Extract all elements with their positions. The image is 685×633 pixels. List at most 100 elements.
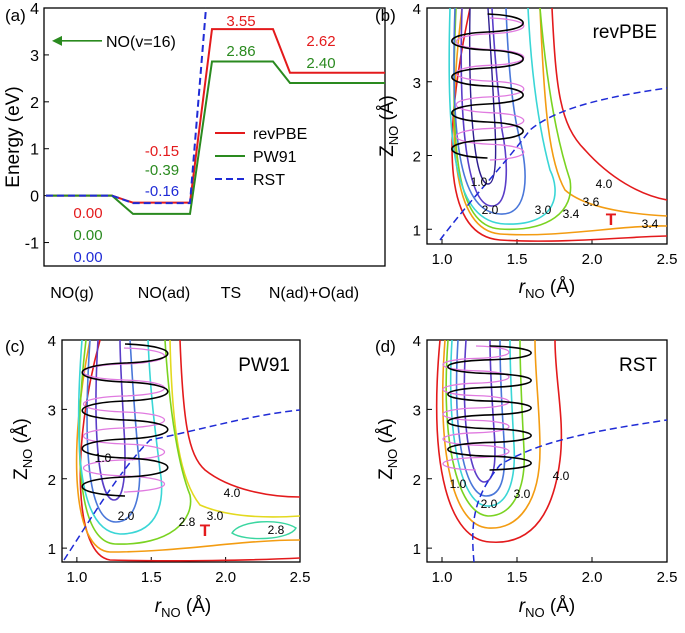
contour-line	[86, 340, 141, 523]
panel-frame	[61, 339, 301, 563]
data-label: 0.00	[73, 249, 102, 266]
panel-b-label: (b)	[375, 6, 396, 25]
panel-a-ytick-label: 3	[30, 48, 39, 65]
y-tick-label: 2	[48, 472, 56, 489]
contour-line	[95, 340, 126, 501]
contour-label: 1.0	[95, 451, 112, 465]
trajectory-pink	[442, 345, 510, 471]
minimum-energy-path	[63, 409, 300, 561]
series-rst-line	[46, 7, 207, 205]
x-tick-label: 1.0	[66, 569, 87, 586]
contour-line	[442, 340, 541, 529]
trajectory-pink	[455, 17, 525, 161]
contour-label: 3.4	[563, 207, 580, 221]
panel-c-label: (c)	[5, 337, 25, 356]
contour-line	[445, 340, 526, 517]
x-category-label: N(ad)+O(ad)	[269, 285, 359, 302]
contour-line	[79, 340, 300, 562]
x-axis-label: rNO (Å)	[519, 277, 575, 301]
x-tick-label: 1.5	[141, 569, 162, 586]
contour-label: 2.8	[268, 523, 285, 537]
data-label: 3.55	[226, 13, 255, 30]
y-tick-label: 2	[413, 149, 421, 166]
annotation-arrowhead	[52, 35, 62, 46]
trajectory-black	[81, 343, 169, 497]
trajectory-black	[447, 345, 532, 471]
panel-a-ytick-label: 0	[30, 189, 39, 206]
contour-line	[179, 340, 300, 498]
annotation-label: NO(v=16)	[106, 34, 176, 51]
data-label: -0.15	[145, 143, 179, 160]
data-label: 0.00	[73, 227, 102, 244]
x-category-label: NO(g)	[50, 285, 94, 302]
x-tick-label: 2.0	[215, 569, 236, 586]
contour-line	[77, 340, 163, 535]
x-tick-label: 1.5	[507, 251, 528, 268]
contour-line	[75, 340, 300, 553]
contour-label: 3.0	[535, 203, 552, 217]
panel-a-ytick-label: 4	[30, 1, 39, 18]
x-axis-label: rNO (Å)	[519, 596, 575, 620]
contour-label: 2.0	[481, 497, 498, 511]
y-tick-label: 3	[48, 402, 56, 419]
data-label: 2.86	[226, 43, 255, 60]
x-tick-label: 2.5	[657, 569, 678, 586]
panel-a-ytick-label: 2	[30, 95, 39, 112]
trajectory-black	[451, 13, 524, 159]
contour-line	[469, 8, 497, 185]
minimum-energy-path	[439, 87, 667, 241]
contour-line	[551, 8, 667, 201]
x-tick-label: 2.5	[657, 251, 678, 268]
y-axis-label: ZNO (Å)	[376, 418, 400, 480]
trajectory-pink	[83, 347, 165, 493]
contour-line	[231, 520, 297, 540]
panel-a-ytick-label: 1	[30, 142, 39, 159]
data-label: -0.39	[145, 162, 179, 179]
x-tick-label: 1.0	[432, 251, 453, 268]
panel-a-ylabel: Energy (eV)	[3, 86, 24, 187]
y-axis-label: ZNO (Å)	[377, 95, 401, 157]
y-tick-label: 4	[48, 333, 56, 350]
panel-frame	[426, 339, 668, 563]
x-tick-label: 2.0	[582, 251, 603, 268]
x-tick-label: 2.5	[290, 569, 311, 586]
contour-label: 3.0	[207, 509, 224, 523]
minimum-energy-path	[472, 419, 667, 562]
contour-label: 3.0	[514, 487, 531, 501]
contour-label: 2.0	[482, 203, 499, 217]
contour-label: 2.0	[118, 509, 135, 523]
contour-label: 2.8	[179, 515, 196, 529]
y-tick-label: 4	[413, 333, 421, 350]
contour-line	[539, 8, 667, 217]
x-axis-label: rNO (Å)	[155, 596, 211, 620]
x-category-label: TS	[221, 285, 241, 302]
contour-label: 3.6	[583, 195, 600, 209]
contour-line	[453, 8, 572, 231]
panel-a-label: (a)	[5, 6, 26, 25]
data-label: 0.00	[73, 205, 102, 222]
panel-a-frame	[43, 7, 386, 267]
contour-line	[455, 340, 506, 497]
panel-b-title: revPBE	[593, 22, 657, 43]
y-tick-label: 1	[413, 541, 421, 558]
contour-line	[448, 8, 556, 225]
y-tick-label: 1	[413, 222, 421, 239]
contour-line	[460, 8, 508, 207]
panel-frame	[426, 7, 668, 245]
contour-line	[435, 340, 563, 543]
y-tick-label: 2	[413, 472, 421, 489]
panel-a-ytick-label: -1	[25, 236, 39, 253]
panel-d-label: (d)	[375, 337, 396, 356]
panel-c-title: PW91	[238, 355, 290, 376]
contour-label: 3.4	[642, 217, 659, 231]
y-tick-label: 3	[413, 75, 421, 92]
contour-label: 1.0	[450, 477, 467, 491]
y-tick-label: 3	[413, 402, 421, 419]
data-label: -0.16	[145, 183, 179, 200]
contour-label: 4.0	[596, 177, 613, 191]
y-tick-label: 4	[413, 1, 421, 18]
x-tick-label: 1.0	[432, 569, 453, 586]
y-axis-label: ZNO (Å)	[11, 418, 35, 480]
transition-state-marker: T	[606, 210, 617, 229]
